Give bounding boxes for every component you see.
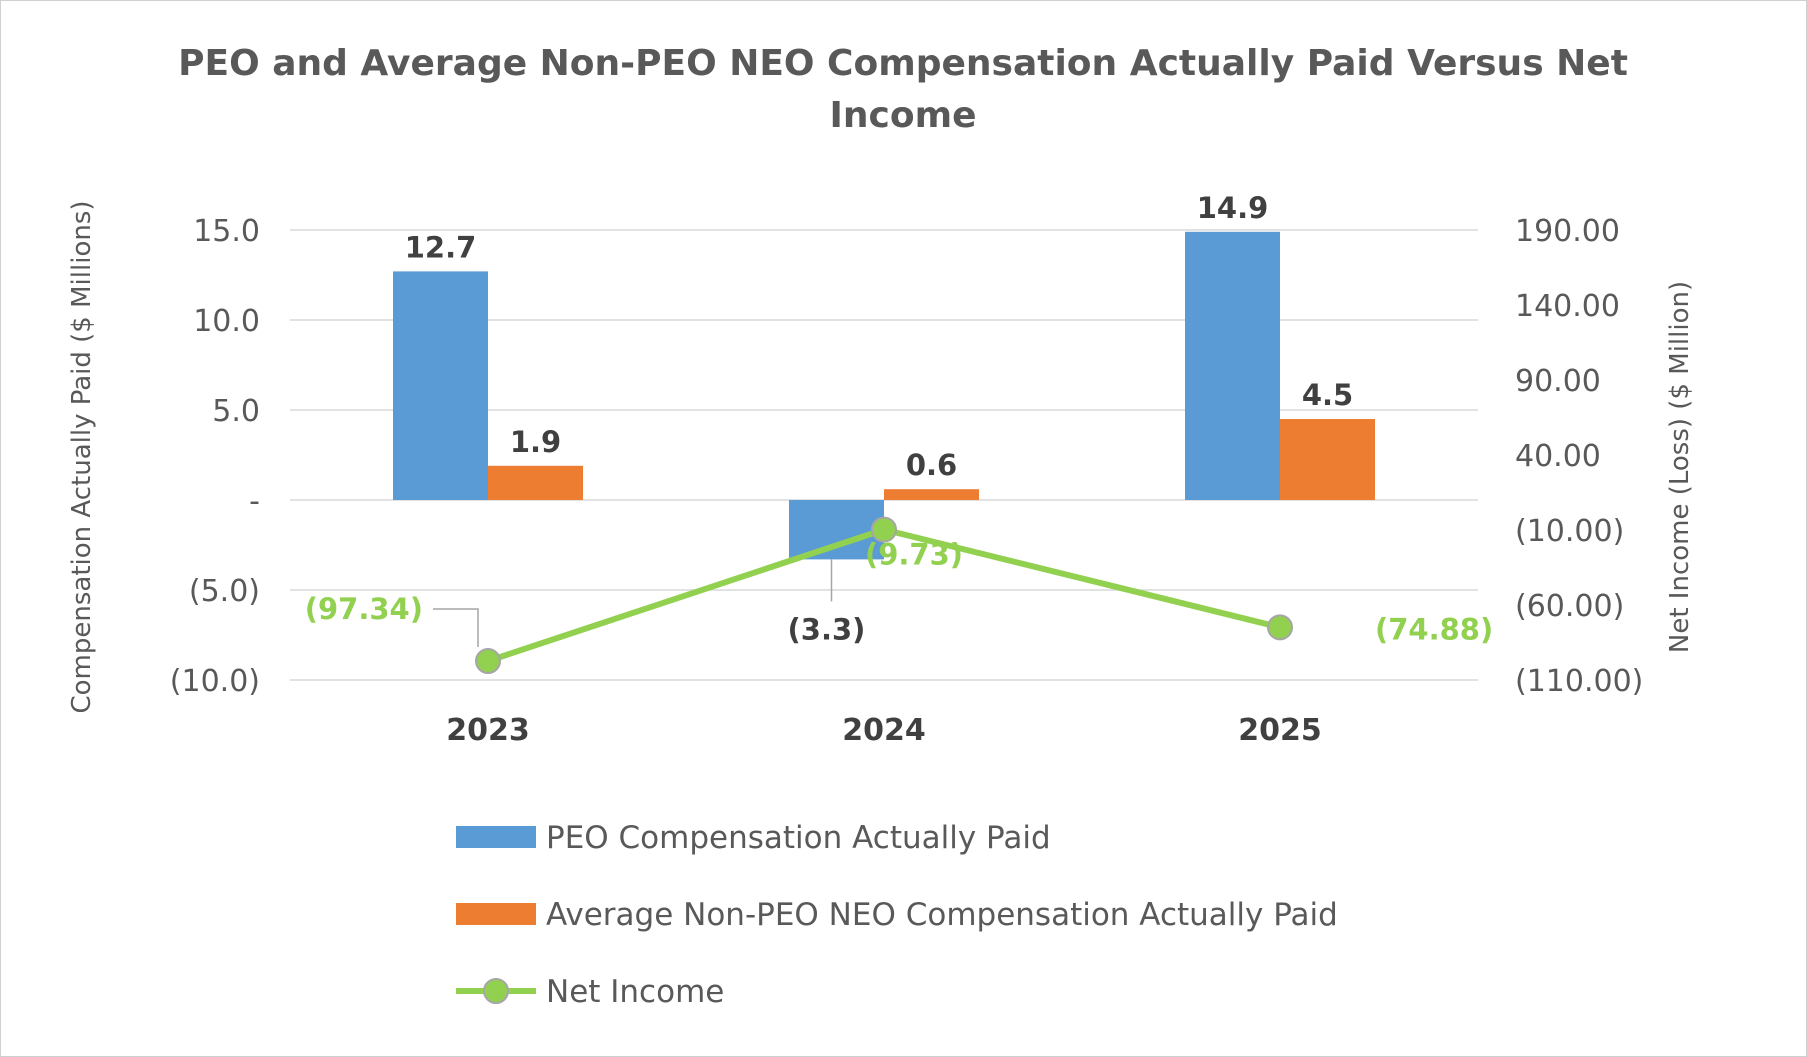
left-tick-label: 5.0 bbox=[212, 394, 260, 429]
category-label: 2023 bbox=[446, 713, 530, 748]
net-income-point bbox=[475, 648, 501, 675]
left-axis-ticks: 15.0 10.0 5.0 - (5.0) (10.0) bbox=[170, 214, 260, 699]
net-income-label: (9.73) bbox=[865, 538, 963, 572]
net-income-label: (97.34) bbox=[305, 592, 423, 626]
right-axis-ticks: 190.00 140.00 90.00 40.00 (10.00) (60.00) (110… bbox=[1515, 214, 1643, 699]
peo-bar-label: 14.9 bbox=[1197, 191, 1269, 225]
peo-bar bbox=[789, 500, 884, 560]
left-tick-label: (5.0) bbox=[189, 574, 260, 609]
peo-bar-label: 12.7 bbox=[405, 230, 477, 264]
peo-bar bbox=[1185, 231, 1280, 501]
chart-title-line: Income bbox=[829, 95, 976, 136]
right-tick-label: 40.00 bbox=[1515, 439, 1601, 474]
left-tick-label: 15.0 bbox=[193, 214, 260, 249]
category-label: 2025 bbox=[1238, 713, 1322, 748]
right-axis-title: Net Income (Loss) ($ Million) bbox=[1665, 281, 1695, 653]
leader-line bbox=[433, 608, 479, 648]
non-peo-bar-label: 1.9 bbox=[510, 425, 561, 459]
net-income-point bbox=[1267, 614, 1293, 641]
right-tick-label: (10.00) bbox=[1515, 514, 1624, 549]
legend-label: Average Non-PEO NEO Compensation Actuall… bbox=[546, 897, 1338, 933]
non-peo-bar bbox=[1280, 419, 1375, 500]
category-axis-labels: 2023 2024 2025 bbox=[446, 713, 1322, 748]
non-peo-bar bbox=[488, 465, 583, 500]
peo-bar bbox=[393, 271, 488, 500]
non-peo-bar-label: 0.6 bbox=[906, 448, 957, 482]
legend-marker bbox=[483, 978, 509, 1004]
net-income-label: (74.88) bbox=[1375, 612, 1493, 646]
chart-title: PEO and Average Non-PEO NEO Compensation… bbox=[178, 43, 1628, 136]
net-income-point bbox=[871, 516, 897, 543]
right-tick-label: 190.00 bbox=[1515, 214, 1620, 249]
peo-bar-label: (3.3) bbox=[788, 612, 866, 646]
non-peo-bar-label: 4.5 bbox=[1302, 378, 1353, 412]
data-labels: 12.7 (3.3) 14.9 1.9 0.6 4.5 (97.34) (9.73) (74.8… bbox=[305, 191, 1494, 647]
bar-series bbox=[393, 231, 1375, 560]
right-tick-label: 140.00 bbox=[1515, 289, 1620, 324]
right-tick-label: (60.00) bbox=[1515, 589, 1624, 624]
left-tick-label: (10.0) bbox=[170, 664, 260, 699]
chart-title-line: PEO and Average Non-PEO NEO Compensation… bbox=[178, 43, 1628, 84]
legend-label: Net Income bbox=[546, 974, 724, 1010]
legend: PEO Compensation Actually Paid Average No… bbox=[456, 820, 1338, 1010]
right-tick-label: (110.00) bbox=[1515, 664, 1643, 699]
legend-label: PEO Compensation Actually Paid bbox=[546, 820, 1051, 856]
left-axis-title: Compensation Actually Paid ($ Millions) bbox=[67, 200, 97, 713]
category-label: 2024 bbox=[842, 713, 926, 748]
non-peo-bar bbox=[884, 489, 979, 500]
left-tick-label: - bbox=[249, 484, 260, 519]
net-income-line-series bbox=[475, 516, 1293, 675]
legend-swatch bbox=[456, 826, 536, 848]
right-tick-label: 90.00 bbox=[1515, 364, 1601, 399]
legend-swatch bbox=[456, 903, 536, 925]
left-tick-label: 10.0 bbox=[193, 304, 260, 339]
label-leader-lines bbox=[433, 559, 833, 648]
